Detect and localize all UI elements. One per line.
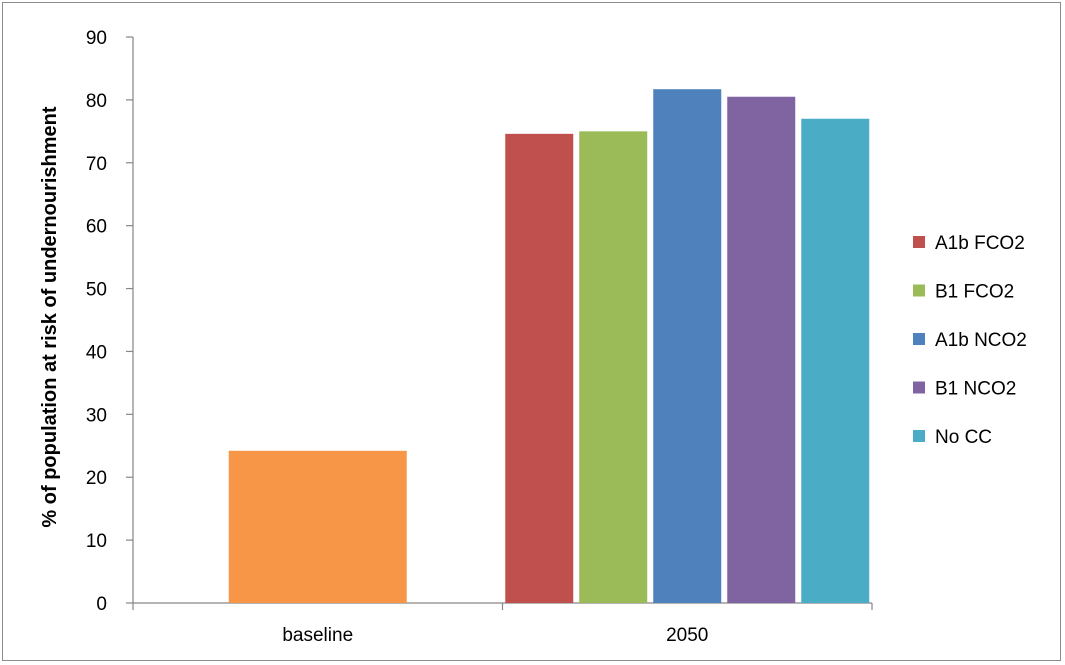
x-tick-label: 2050 [666, 625, 708, 646]
y-tick-label: 40 [86, 342, 107, 363]
legend-swatch [913, 236, 925, 248]
legend-label: No CC [935, 427, 992, 448]
bar-a1b-nco2 [653, 89, 722, 604]
y-tick-label: 50 [86, 280, 107, 301]
legend-label: A1b FCO2 [935, 233, 1025, 254]
bar-baseline [228, 450, 407, 603]
bar-b1-nco2 [727, 96, 796, 603]
bar-a1b-fco2 [505, 133, 574, 604]
y-tick-label: 70 [86, 154, 107, 175]
y-tick-label: 0 [96, 594, 107, 615]
y-axis-title: % of population at risk of undernourishm… [39, 106, 61, 527]
legend-label: B1 NCO2 [935, 379, 1016, 400]
legend-label: B1 FCO2 [935, 282, 1014, 303]
y-tick-label: 30 [86, 405, 107, 426]
legend-label: A1b NCO2 [935, 330, 1027, 351]
y-tick-label: 90 [86, 28, 107, 49]
legend-swatch [913, 333, 925, 345]
bar-no-cc [801, 118, 870, 603]
y-tick-label: 60 [86, 217, 107, 238]
legend: A1b FCO2 B1 FCO2 A1b NCO2 B1 NCO2 No CC [913, 233, 1027, 448]
y-tick-label: 10 [86, 531, 107, 552]
legend-swatch [913, 381, 925, 394]
x-axis: baseline 2050 [132, 602, 873, 646]
x-tick-label: baseline [282, 625, 353, 646]
bar-b1-fco2 [579, 131, 648, 604]
bars [228, 89, 870, 604]
legend-swatch [913, 430, 925, 442]
y-tick-label: 80 [86, 91, 107, 112]
legend-swatch [913, 284, 925, 297]
y-axis: 0 10 20 30 40 50 60 70 80 90 [86, 28, 134, 615]
y-tick-label: 20 [86, 468, 107, 489]
